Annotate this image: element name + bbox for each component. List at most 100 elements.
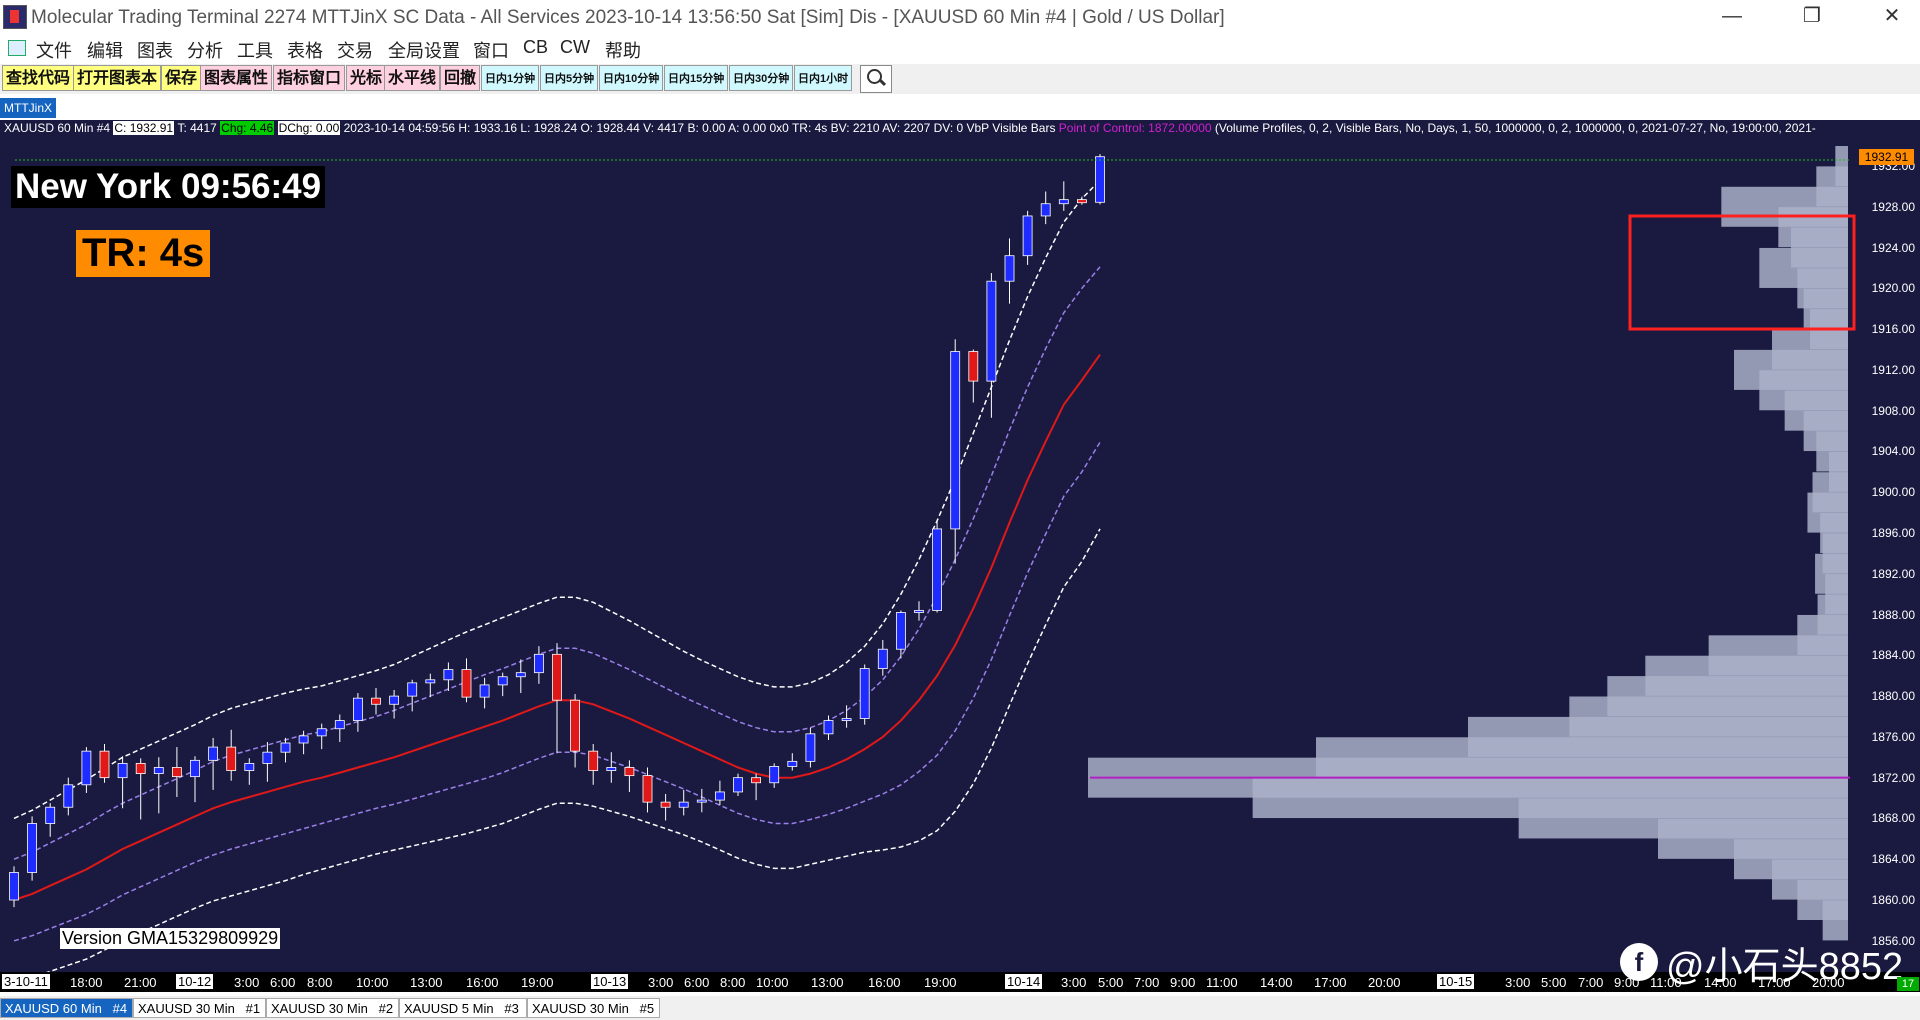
time-tick-label: 13:00	[811, 975, 844, 990]
chart-info-line: XAUUSD 60 Min #4 C: 1932.91 T: 4417 Chg:…	[4, 121, 1816, 135]
intraday-5min-button[interactable]: 日内5分钟	[540, 65, 599, 91]
restore-button[interactable]: ❐	[1803, 5, 1821, 27]
price-tick-label: 1868.00	[1871, 811, 1915, 826]
time-tick-label: 16:00	[868, 975, 901, 990]
time-tick-label: 13:00	[410, 975, 443, 990]
price-axis[interactable]: 1932.00 1928.00 1924.00 1920.00 1916.00 1912.…	[1857, 120, 1920, 990]
chart-tab-bar: XAUUSD 60 Min #4 XAUUSD 30 Min #1 XAUUSD…	[0, 996, 1920, 1020]
price-tick-label: 1908.00	[1871, 403, 1915, 418]
time-tick-label: 6:00	[684, 975, 710, 990]
retracement-button[interactable]: 回撤	[440, 65, 481, 91]
price-tick-label: 1864.00	[1871, 852, 1915, 867]
studies-window-button[interactable]: 指标窗口	[273, 65, 346, 91]
magnifier-search-icon[interactable]	[860, 65, 892, 93]
version-label: Version GMA15329809929	[60, 928, 281, 949]
time-axis[interactable]: 3-10-11 18:00 21:00 10-12 3:00 6:00 8:00 10:00 1…	[0, 972, 1920, 992]
menu-tools[interactable]: 工具	[237, 41, 273, 61]
tab-chart-2[interactable]: XAUUSD 30 Min #2	[266, 998, 399, 1018]
info-symbol: XAUUSD 60 Min #4	[4, 121, 111, 135]
info-chg: Chg: 4.46	[220, 121, 275, 135]
time-tick-label: 17:00	[1314, 975, 1347, 990]
menu-trade[interactable]: 交易	[337, 41, 373, 61]
time-tick-label: 20:00	[1368, 975, 1401, 990]
price-tick-label: 1876.00	[1871, 729, 1915, 744]
time-tick-label: 8:00	[307, 975, 333, 990]
time-tick-label: 21:00	[124, 975, 157, 990]
minimize-button[interactable]: —	[1722, 5, 1742, 27]
time-tick-label: 11:00	[1206, 975, 1238, 990]
horizontal-line-button[interactable]: 水平线	[384, 65, 441, 91]
price-tick-label: 1892.00	[1871, 566, 1915, 581]
window-title: Molecular Trading Terminal 2274 MTTJinX …	[31, 7, 1225, 28]
time-tick-label: 3:00	[1061, 975, 1087, 990]
time-tick-label: 14:00	[1704, 975, 1737, 990]
menu-cb[interactable]: CB	[523, 37, 549, 57]
menu-chart[interactable]: 图表	[137, 41, 173, 61]
tab-chart-5[interactable]: XAUUSD 30 Min #5	[527, 998, 660, 1018]
save-button[interactable]: 保存	[161, 65, 202, 91]
time-tick-label: 10:00	[356, 975, 389, 990]
price-tick-label: 1928.00	[1871, 199, 1915, 214]
menu-cw[interactable]: CW	[560, 37, 590, 57]
open-chartbook-button[interactable]: 打开图表本	[73, 65, 162, 91]
time-tick-label: 10-12	[176, 974, 214, 989]
price-tick-label: 1900.00	[1871, 485, 1915, 500]
price-tick-label: 1916.00	[1871, 322, 1915, 337]
menu-help[interactable]: 帮助	[605, 41, 641, 61]
info-poc: Point of Control: 1872.00000	[1058, 121, 1212, 135]
info-dchg: DChg: 0.00	[277, 121, 341, 135]
info-close: C: 1932.91	[113, 121, 175, 135]
toolbar: 查找代码 打开图表本 保存 图表属性 指标窗口 光标 水平线 回撤 日内1分钟 …	[0, 64, 1920, 94]
time-tick-label: 7:00	[1578, 975, 1604, 990]
tab-chart-1[interactable]: XAUUSD 30 Min #1	[133, 998, 266, 1018]
intraday-1min-button[interactable]: 日内1分钟	[481, 65, 540, 91]
tab-chart-3[interactable]: XAUUSD 5 Min #3	[399, 998, 527, 1018]
time-tick-label: 3:00	[648, 975, 674, 990]
time-tick-label: 18:00	[70, 975, 103, 990]
time-tick-label: 10-14	[1005, 974, 1043, 989]
menu-table[interactable]: 表格	[287, 41, 323, 61]
menu-global-settings[interactable]: 全局设置	[388, 41, 460, 61]
chartset-tab[interactable]: MTTJinX	[0, 98, 56, 118]
time-tick-label: 16:00	[466, 975, 499, 990]
time-tick-label: 8:00	[720, 975, 746, 990]
time-tick-label: 10-15	[1437, 974, 1475, 989]
chart-settings-button[interactable]: 图表属性	[200, 65, 273, 91]
menu-edit[interactable]: 编辑	[87, 41, 123, 61]
intraday-10min-button[interactable]: 日内10分钟	[599, 65, 664, 91]
time-tick-label: 11:00	[1650, 975, 1682, 990]
time-tick-label: 10-13	[591, 974, 629, 989]
menu-window[interactable]: 窗口	[473, 41, 509, 61]
time-tick-label: 14:00	[1260, 975, 1293, 990]
cursor-button[interactable]: 光标	[346, 65, 387, 91]
menu-file[interactable]: 文件	[36, 41, 72, 61]
last-price-label: 1932.91	[1859, 148, 1914, 165]
price-tick-label: 1880.00	[1871, 689, 1915, 704]
intraday-30min-button[interactable]: 日内30分钟	[729, 65, 794, 91]
intraday-15min-button[interactable]: 日内15分钟	[664, 65, 729, 91]
time-tick-label: 5:00	[1541, 975, 1567, 990]
info-study: (Volume Profiles, 0, 2, Visible Bars, No…	[1214, 121, 1816, 135]
time-tick-label: 10:00	[756, 975, 789, 990]
chart-window-icon[interactable]	[8, 40, 26, 56]
info-bar: 2023-10-14 04:59:56 H: 1933.16 L: 1928.2…	[343, 121, 1056, 135]
time-tick-label: 3:00	[234, 975, 260, 990]
app-logo-icon	[3, 5, 27, 29]
time-tick-label: 19:00	[924, 975, 957, 990]
menu-analysis[interactable]: 分析	[187, 41, 223, 61]
time-tick-label: 3:00	[1505, 975, 1531, 990]
price-tick-label: 1856.00	[1871, 933, 1915, 948]
watermark-logo-icon: f	[1620, 943, 1658, 981]
price-tick-label: 1884.00	[1871, 648, 1915, 663]
time-remaining-label: TR: 4s	[76, 230, 211, 277]
menu-bar: 文件 编辑 图表 分析 工具 表格 交易 全局设置 窗口 CB CW 帮助 – …	[0, 34, 1920, 94]
close-button[interactable]: ✕	[1883, 5, 1901, 27]
price-tick-label: 1860.00	[1871, 893, 1915, 907]
time-tick-label: 17:00	[1758, 975, 1791, 990]
tab-chart-4[interactable]: XAUUSD 60 Min #4	[0, 998, 133, 1018]
chart-area[interactable]	[0, 120, 1920, 990]
price-tick-label: 1888.00	[1871, 607, 1915, 622]
time-tick-label: 19:00	[521, 975, 554, 990]
find-symbol-button[interactable]: 查找代码	[2, 65, 75, 91]
intraday-1hour-button[interactable]: 日内1小时	[794, 65, 853, 91]
